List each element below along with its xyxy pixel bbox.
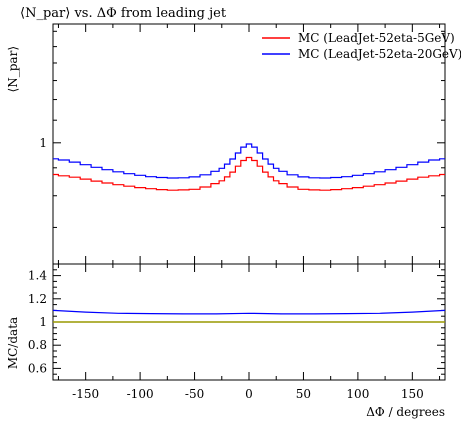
- ratio-y-tick-label: 1.2: [28, 292, 47, 306]
- ratio-series-line-1: [52, 309, 446, 315]
- ratio-y-axis-label: MC/data: [6, 317, 20, 369]
- ratio-y-tick-label: 0.6: [28, 361, 47, 375]
- x-tick-label: -150: [72, 387, 99, 401]
- x-tick-label: 0: [245, 387, 253, 401]
- x-tick-label: -50: [185, 387, 204, 401]
- ratio-y-tick-label: 0.8: [28, 338, 47, 352]
- legend: MC (LeadJet-52eta-5GeV) MC (LeadJet-52eta…: [262, 31, 461, 61]
- ratio-series-group: [52, 309, 446, 323]
- x-tick-label: -100: [127, 387, 154, 401]
- ratio-axis-ticks: -150 -100 -50 0 50 100 150 0.6 0.8 1 1.2 1.4: [28, 264, 445, 401]
- x-tick-label: 150: [401, 387, 424, 401]
- x-axis-label: ΔΦ / degrees: [366, 405, 445, 419]
- legend-entry-1: MC (LeadJet-52eta-5GeV): [298, 31, 455, 45]
- legend-entry-2: MC (LeadJet-52eta-20GeV): [298, 47, 461, 61]
- x-tick-label: 50: [296, 387, 311, 401]
- series-line-2: [53, 143, 445, 179]
- series-line-1: [53, 156, 445, 191]
- ratio-y-tick-label: 1: [39, 315, 47, 329]
- main-series-group: [53, 143, 445, 191]
- main-y-axis-label: ⟨N_par⟩: [6, 46, 20, 92]
- chart-title: ⟨N_par⟩ vs. ΔΦ from leading jet: [20, 6, 227, 21]
- ratio-plot-panel: -150 -100 -50 0 50 100 150 0.6 0.8 1 1.2 1.4 MC/dat…: [6, 263, 446, 419]
- ratio-y-tick-label: 1.4: [28, 269, 47, 283]
- main-y-tick-label: 1: [39, 136, 47, 150]
- main-plot-panel: 1 ⟨N_par⟩ MC (LeadJet-52eta-5GeV)MC (Lea…: [6, 23, 461, 265]
- main-axis-ticks: 1: [39, 24, 445, 264]
- x-tick-label: 100: [346, 387, 369, 401]
